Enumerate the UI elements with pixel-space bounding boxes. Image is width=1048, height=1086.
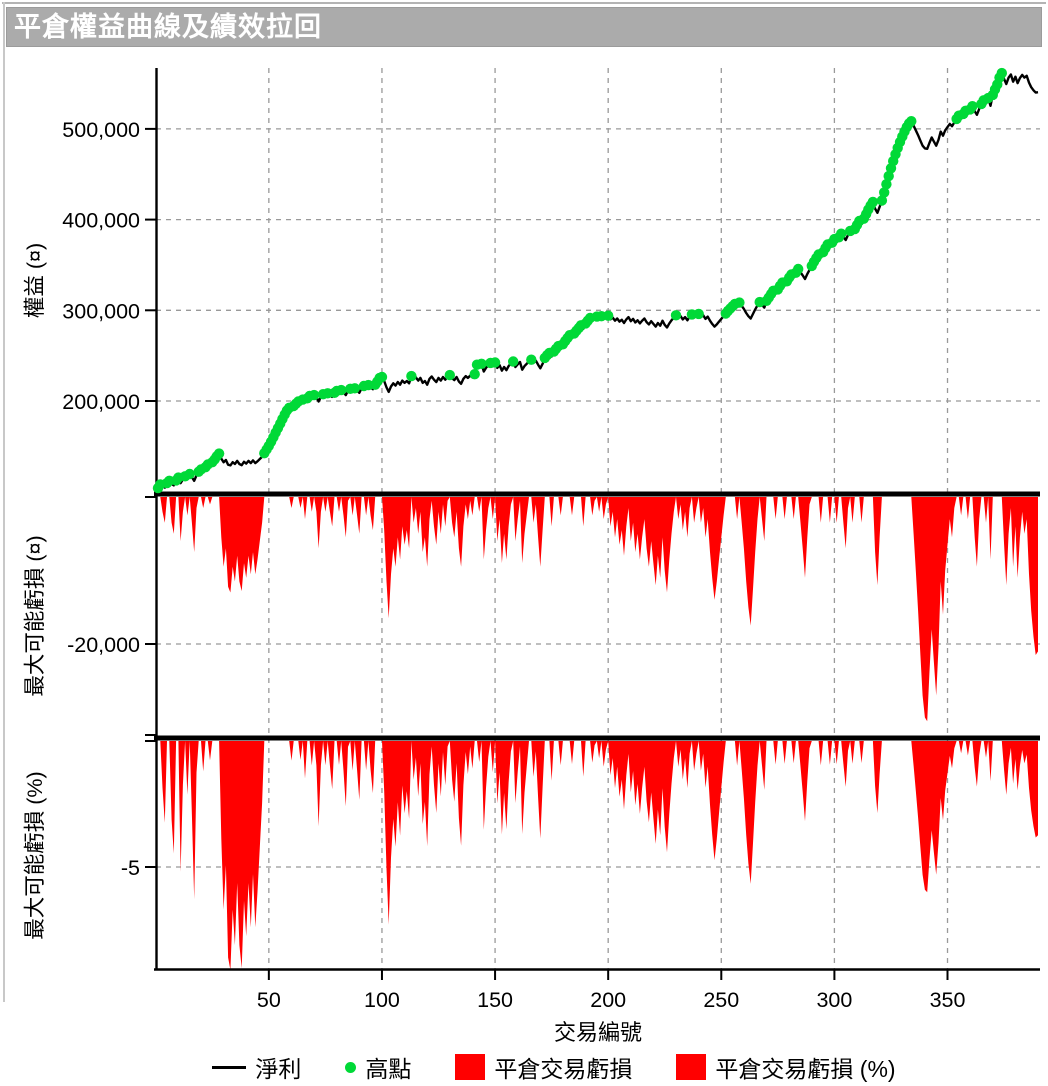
legend-label: 平倉交易虧損 [494, 1056, 633, 1082]
x-tick-label: 50 [257, 988, 281, 1012]
x-tick-label: 100 [364, 988, 400, 1012]
y-tick-label-equity: 300,000 [62, 299, 140, 323]
legend-label: 淨利 [255, 1056, 302, 1082]
equity-high-dot [879, 187, 890, 198]
equity-high-dot [526, 354, 537, 365]
equity-high-dot [906, 116, 917, 127]
equity-high-dot [996, 67, 1007, 79]
equity-high-dot [693, 308, 704, 320]
x-tick-label: 300 [816, 988, 852, 1012]
x-tick-label: 250 [703, 988, 739, 1012]
equity-high-dot [336, 384, 347, 396]
window-title: 平倉權益曲線及績效拉回 [14, 12, 322, 42]
x-tick-label: 350 [930, 988, 966, 1012]
legend-item-high-point: 高點 [345, 1050, 411, 1084]
equity-high-dot [376, 371, 388, 383]
drawdown-area-percent [158, 741, 1038, 970]
equity-high-dot [508, 356, 519, 367]
titlebar: 平倉權益曲線及績效拉回 [6, 7, 1042, 47]
legend-item-trade-loss: 平倉交易虧損 [455, 1050, 632, 1084]
equity-high-dot [308, 389, 320, 401]
chart-canvas: 200,000 300,000 400,000 500,000 -20,000 -5 50 1… [23, 67, 1040, 1045]
x-tick-label: 150 [477, 988, 513, 1012]
chart-legend: 淨利 高點 平倉交易虧損 平倉交易虧損 (%) [30, 1048, 1048, 1086]
trade-loss-percent-swatch [676, 1054, 707, 1080]
equity-high-dot [406, 370, 417, 382]
legend-item-net-profit: 淨利 [212, 1050, 301, 1084]
equity-high-dot [349, 383, 360, 394]
net-profit-line-marker [212, 1065, 247, 1069]
x-tick-label: 200 [590, 988, 626, 1012]
equity-high-dot [967, 101, 978, 112]
y-tick-label-equity: 500,000 [62, 118, 140, 142]
window-border [2, 2, 1046, 4]
y-axis-title-equity: 權益 (¤) [23, 243, 47, 318]
y-axis-title-drawdown-currency: 最大可能虧損 (¤) [23, 535, 47, 696]
equity-high-dot [184, 468, 195, 480]
equity-high-dot [603, 310, 614, 321]
equity-high-dot [670, 310, 682, 321]
equity-high-dot [444, 369, 455, 381]
drawdown-area-currency [158, 497, 1038, 722]
y-tick-label-equity: 200,000 [62, 390, 140, 414]
equity-high-dot [489, 357, 501, 368]
equity-high-dot [883, 170, 894, 182]
high-point-dot-marker [345, 1061, 357, 1073]
legend-item-trade-loss-percent: 平倉交易虧損 (%) [676, 1050, 896, 1084]
equity-high-dot [734, 297, 745, 308]
legend-label: 平倉交易虧損 (%) [715, 1056, 896, 1082]
equity-high-dot [476, 358, 487, 369]
y-tick-label-equity: 400,000 [62, 209, 140, 233]
y-tick-label-drawdown-currency: -20,000 [67, 633, 140, 657]
equity-high-dot [793, 263, 804, 275]
equity-high-dot [881, 179, 892, 190]
y-tick-label-drawdown-percent: -5 [121, 856, 140, 880]
legend-label: 高點 [365, 1056, 412, 1082]
window-border [3, 2, 5, 1002]
equity-high-dot [867, 196, 879, 208]
trade-loss-swatch [455, 1054, 486, 1080]
x-axis-title: 交易編號 [554, 1020, 642, 1045]
equity-high-dot [469, 369, 480, 380]
y-axis-title-drawdown-percent: 最大可能虧損 (%) [23, 771, 47, 939]
equity-high-dot [213, 448, 225, 459]
equity-high-dot [836, 228, 847, 239]
equity-high-dot [876, 195, 888, 206]
